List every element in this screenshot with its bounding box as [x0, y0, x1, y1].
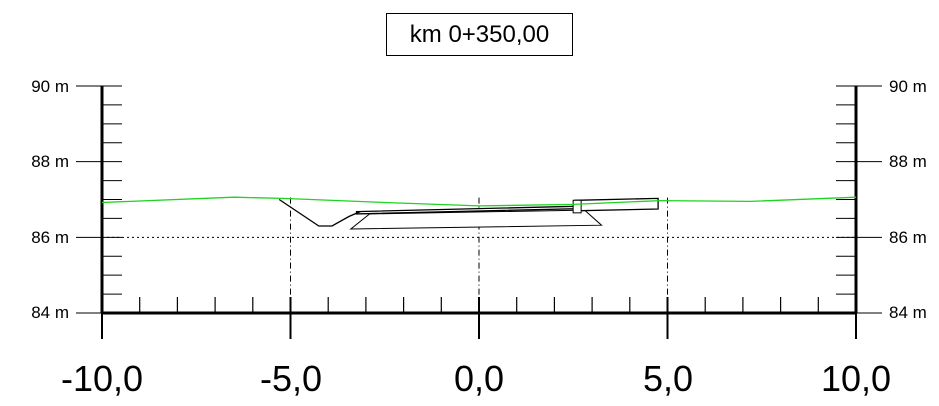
- y-label-right-88: 88 m: [889, 152, 927, 171]
- station-title: km 0+350,00: [386, 13, 573, 56]
- y-label-left-90: 90 m: [31, 77, 69, 96]
- y-label-left-86: 86 m: [31, 228, 69, 247]
- ditch-profile: [278, 198, 361, 227]
- y-label-left-84: 84 m: [31, 303, 69, 322]
- x-label-minus-5: -5,0: [259, 358, 323, 399]
- x-label-10: 10,0: [820, 358, 892, 399]
- y-label-right-90: 90 m: [889, 77, 927, 96]
- x-label-0: 0,0: [453, 358, 505, 399]
- terrain-line: [101, 196, 857, 207]
- x-label-5: 5,0: [642, 358, 694, 399]
- y-label-right-86: 86 m: [889, 228, 927, 247]
- y-label-left-88: 88 m: [31, 152, 69, 171]
- y-label-right-84: 84 m: [889, 303, 927, 322]
- connector-block: [572, 199, 582, 214]
- side-structure: [574, 197, 659, 212]
- x-label-minus-10: -10,0: [60, 358, 144, 399]
